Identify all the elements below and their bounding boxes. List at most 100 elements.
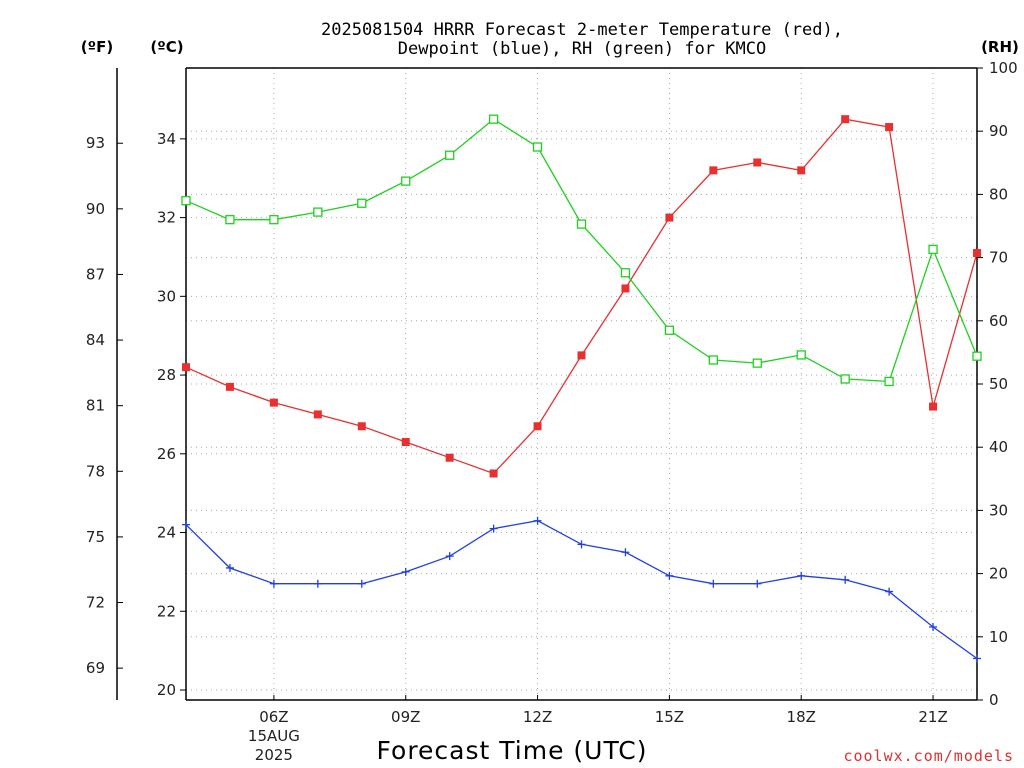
dewpoint-point-13 xyxy=(577,540,586,549)
rh-tick-60: 60 xyxy=(989,312,1008,330)
temperature-point-4 xyxy=(182,363,190,372)
c-tick-32: 32 xyxy=(157,209,176,227)
temperature-point-17 xyxy=(753,158,762,167)
dewpoint-point-10 xyxy=(445,552,454,561)
rh-point-5 xyxy=(225,215,235,225)
rh-tick-20: 20 xyxy=(989,565,1008,583)
axes xyxy=(116,67,983,701)
temperature-point-9 xyxy=(401,437,410,446)
dewpoint-point-14 xyxy=(621,548,630,557)
temperature-point-16 xyxy=(709,166,718,175)
rh-tick-80: 80 xyxy=(989,185,1008,203)
temperature-point-10 xyxy=(445,453,454,462)
temperature-point-20 xyxy=(885,123,894,132)
chart-title-line2: Dewpoint (blue), RH (green) for KMCO xyxy=(398,39,766,59)
rh-tick-10: 10 xyxy=(989,628,1008,646)
x-tick-15Z: 15Z xyxy=(655,708,684,726)
temperature-point-13 xyxy=(577,351,586,360)
rh-point-13 xyxy=(576,219,587,229)
rh-point-22 xyxy=(972,351,982,361)
dewpoint-point-8 xyxy=(357,579,366,588)
temperature-point-18 xyxy=(797,166,806,175)
rh-point-20 xyxy=(884,376,894,387)
x-tick-06Z: 06Z xyxy=(259,708,288,726)
dewpoint-point-21 xyxy=(929,623,938,632)
dewpoint-point-4 xyxy=(182,520,190,529)
dewpoint-point-19 xyxy=(841,575,850,584)
rh-point-18 xyxy=(796,350,806,360)
temperature-point-19 xyxy=(841,115,850,124)
dewpoint-point-9 xyxy=(401,567,410,576)
x-tick-21Z: 21Z xyxy=(918,708,947,726)
x-tick-09Z: 09Z xyxy=(391,708,420,726)
rh-point-7 xyxy=(313,207,323,217)
rh-point-19 xyxy=(840,374,850,384)
rh-tick-100: 100 xyxy=(989,59,1018,77)
dewpoint-point-15 xyxy=(665,571,674,580)
rh-line xyxy=(185,118,978,383)
rh-tick-90: 90 xyxy=(989,122,1008,140)
rh-tick-30: 30 xyxy=(989,501,1008,519)
rh-point-17 xyxy=(752,358,762,368)
credit-text: coolwx.com/models xyxy=(843,747,1014,765)
rh-point-11 xyxy=(488,114,499,124)
unit-rh-label: (RH) xyxy=(981,38,1019,56)
series-layer xyxy=(181,114,982,663)
c-tick-24: 24 xyxy=(157,524,176,542)
temperature-point-6 xyxy=(269,398,278,407)
c-tick-30: 30 xyxy=(157,287,176,305)
x-date-day: 15AUG xyxy=(248,727,300,745)
f-tick-72: 72 xyxy=(86,594,105,612)
temperature-point-21 xyxy=(929,402,938,411)
temperature-point-14 xyxy=(621,284,630,293)
grid-lines xyxy=(186,68,977,700)
f-tick-81: 81 xyxy=(86,397,105,415)
unit-c-label: (ºC) xyxy=(150,38,183,56)
temperature-point-15 xyxy=(665,213,674,222)
rh-point-14 xyxy=(620,268,631,278)
temperature-point-7 xyxy=(313,410,322,419)
c-tick-28: 28 xyxy=(157,366,176,384)
dewpoint-point-18 xyxy=(797,571,806,580)
f-tick-75: 75 xyxy=(86,528,105,546)
rh-point-21 xyxy=(928,244,938,255)
c-tick-22: 22 xyxy=(157,602,176,620)
dewpoint-point-7 xyxy=(313,579,322,588)
c-tick-34: 34 xyxy=(157,130,176,148)
dewpoint-point-11 xyxy=(489,524,498,533)
f-tick-87: 87 xyxy=(86,265,105,283)
rh-point-15 xyxy=(664,325,675,335)
dewpoint-point-5 xyxy=(225,563,234,572)
c-tick-26: 26 xyxy=(157,445,176,463)
dewpoint-point-17 xyxy=(753,579,762,588)
dewpoint-point-22 xyxy=(973,654,981,663)
c-tick-20: 20 xyxy=(157,681,176,699)
rh-point-8 xyxy=(357,198,367,208)
temperature-point-11 xyxy=(489,469,498,478)
temperature-point-8 xyxy=(357,422,366,431)
rh-tick-70: 70 xyxy=(989,249,1008,267)
dewpoint-point-16 xyxy=(709,579,718,588)
x-axis-label: Forecast Time (UTC) xyxy=(377,736,648,765)
f-tick-69: 69 xyxy=(86,659,105,677)
f-tick-93: 93 xyxy=(86,134,105,152)
x-tick-18Z: 18Z xyxy=(787,708,816,726)
f-tick-90: 90 xyxy=(86,200,105,218)
x-tick-12Z: 12Z xyxy=(523,708,552,726)
dewpoint-point-20 xyxy=(885,587,894,596)
f-tick-84: 84 xyxy=(86,331,105,349)
temperature-point-5 xyxy=(225,382,234,391)
rh-point-10 xyxy=(445,150,455,160)
rh-point-6 xyxy=(269,215,279,225)
temperature-point-12 xyxy=(533,422,542,431)
rh-point-9 xyxy=(401,176,411,186)
rh-point-16 xyxy=(708,355,718,365)
temperature-point-22 xyxy=(973,249,981,258)
dewpoint-point-6 xyxy=(269,579,278,588)
unit-f-label: (ºF) xyxy=(81,38,113,56)
dewpoint-point-12 xyxy=(533,516,542,525)
chart-title-line1: 2025081504 HRRR Forecast 2-meter Tempera… xyxy=(321,20,843,40)
x-date-year: 2025 xyxy=(255,746,293,764)
